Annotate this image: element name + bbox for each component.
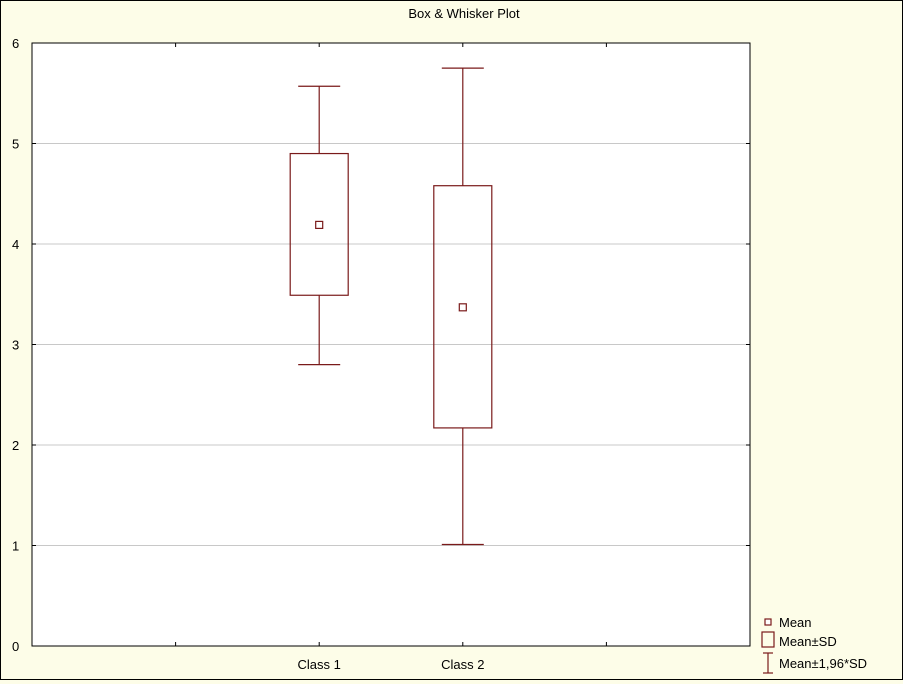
legend-mean-icon <box>764 618 772 626</box>
y-tick-label: 6 <box>12 36 19 51</box>
y-tick-label: 0 <box>12 639 19 654</box>
sd-box <box>433 185 493 429</box>
x-category-label: Class 2 <box>441 657 484 672</box>
y-tick-label: 5 <box>12 137 19 152</box>
y-tick-label: 3 <box>12 338 19 353</box>
y-tick-label: 2 <box>12 438 19 453</box>
x-axis: Class 1 Class 2 <box>175 43 607 672</box>
y-tick-label: 4 <box>12 237 19 252</box>
box-group <box>433 67 493 546</box>
box-series <box>289 67 493 546</box>
mean-marker <box>315 220 324 230</box>
chart-title: Box & Whisker Plot <box>408 6 520 21</box>
sd-box <box>289 152 349 296</box>
y-axis: 0 1 2 3 4 5 6 <box>12 36 750 654</box>
y-tick-label: 1 <box>12 539 19 554</box>
legend-mean-label: Mean <box>779 615 812 630</box>
legend-sd-label: Mean±SD <box>779 634 837 649</box>
legend-sd-icon <box>761 631 775 648</box>
legend: Mean Mean±SD Mean±1,96*SD <box>761 615 867 674</box>
mean-marker <box>458 303 467 312</box>
legend-whisker-label: Mean±1,96*SD <box>779 656 867 671</box>
x-category-label: Class 1 <box>298 657 341 672</box>
gridlines <box>32 143 750 546</box>
box-group <box>289 85 349 366</box>
